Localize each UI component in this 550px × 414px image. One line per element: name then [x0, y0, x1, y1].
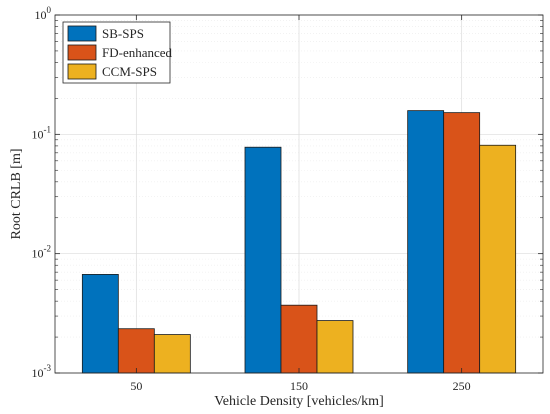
bar-sb-sps-50	[81, 274, 119, 374]
bar-ccm-sps-150	[316, 320, 354, 374]
legend-label: CCM-SPS	[102, 64, 157, 79]
bars	[81, 110, 517, 374]
bar-sb-sps-250	[407, 110, 445, 374]
x-tick-label: 250	[453, 379, 471, 393]
bar-ccm-sps-50	[153, 334, 191, 374]
bar-fd-enhanced-150	[280, 304, 318, 374]
x-tick-label: 150	[290, 379, 308, 393]
bar-ccm-sps-250	[479, 144, 517, 374]
y-tick-label: 10-3	[32, 363, 52, 380]
bar-sb-sps-150	[244, 146, 282, 374]
x-tick-label: 50	[130, 379, 142, 393]
legend: SB-SPS FD-enhanced CCM-SPS	[62, 21, 173, 84]
legend-swatch	[67, 63, 97, 80]
y-tick-label: 10-2	[32, 244, 52, 261]
y-axis-label: Root CRLB [m]	[9, 148, 24, 239]
bar-fd-enhanced-50	[117, 328, 155, 374]
axis-ticks	[55, 14, 543, 374]
y-tick-label: 10-1	[32, 124, 52, 141]
legend-label: SB-SPS	[102, 26, 144, 41]
x-axis-label: Vehicle Density [vehicles/km]	[214, 394, 384, 409]
legend-swatch	[67, 25, 97, 42]
y-tick-label: 100	[35, 5, 52, 22]
legend-swatch	[67, 44, 97, 61]
legend-label: FD-enhanced	[102, 45, 173, 60]
x-axis: 50 150 250	[130, 379, 470, 393]
y-axis: 10-3 10-2 10-1 100	[32, 5, 52, 380]
bar-fd-enhanced-250	[443, 112, 481, 374]
